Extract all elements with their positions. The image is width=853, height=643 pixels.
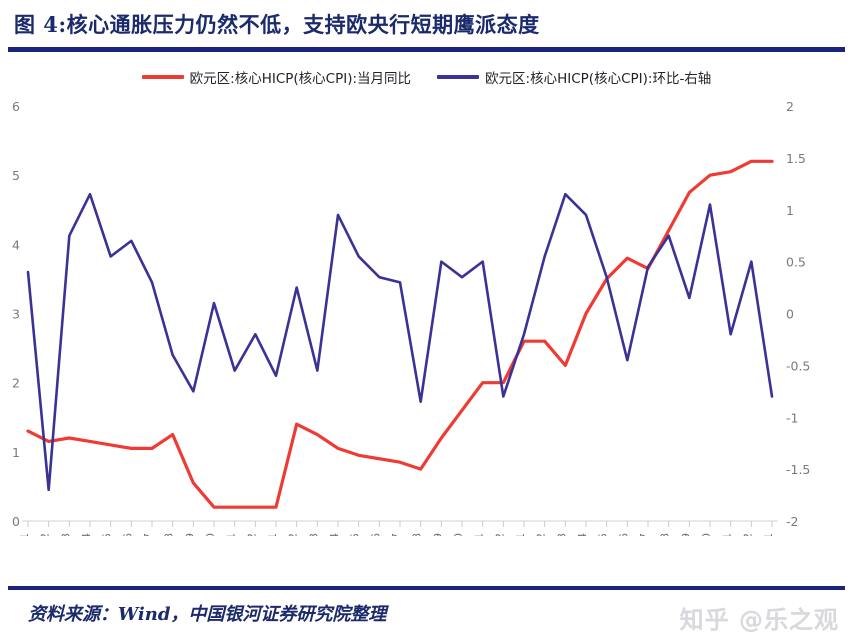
right-axis-tick-2: 2	[786, 99, 794, 114]
right-axis-tick--0.5: -0.5	[786, 358, 810, 373]
x-axis-tick-2020-08: 2020-08	[163, 533, 176, 536]
x-axis-tick-2022-06: 2022-06	[617, 533, 630, 536]
x-axis-tick-2020-03: 2020-03	[59, 533, 72, 536]
series-line-mom	[26, 192, 774, 492]
x-axis-tick-2020-06: 2020-06	[121, 533, 134, 536]
x-axis-tick-2022-08: 2022-08	[659, 533, 672, 536]
right-axis-tick-0.5: 0.5	[786, 255, 806, 270]
watermark: 知乎 @乐之观	[679, 606, 839, 634]
left-axis-tick-1: 1	[12, 445, 20, 460]
x-axis-tick-2020-12: 2020-12	[245, 533, 258, 536]
x-axis-tick-2022-04: 2022-04	[576, 533, 589, 536]
legend-item-mom[interactable]: 欧元区:核心HICP(核心CPI):环比-右轴	[437, 67, 711, 87]
x-axis-tick-2021-04: 2021-04	[328, 533, 341, 536]
chart-legend: 欧元区:核心HICP(核心CPI):当月同比 欧元区:核心HICP(核心CPI)…	[0, 62, 853, 92]
x-axis-tick-2022-02: 2022-02	[535, 533, 548, 536]
x-axis-tick-2021-09: 2021-09	[431, 533, 444, 536]
divider-top	[8, 47, 845, 52]
x-axis-tick-2022-11: 2022-11	[721, 533, 734, 536]
x-axis-labels: 2020-01 2020-02 2020-03 2020-04 2020-05 2020-…	[18, 533, 775, 536]
x-axis-tick-2021-01: 2021-01	[266, 533, 279, 536]
left-axis-tick-2: 2	[12, 376, 20, 391]
left-axis-tick-3: 3	[12, 307, 20, 322]
x-axis-tick-2021-05: 2021-05	[349, 533, 362, 536]
x-axis-tickmarks	[22, 520, 778, 527]
x-axis-tick-2020-09: 2020-09	[183, 533, 196, 536]
x-axis-tick-2021-07: 2021-07	[390, 533, 403, 536]
x-axis-tick-2022-01: 2022-01	[514, 533, 527, 536]
x-axis-tick-2020-07: 2020-07	[142, 533, 155, 536]
x-axis-tick-2020-11: 2020-11	[225, 533, 238, 536]
legend-label-yoy: 欧元区:核心HICP(核心CPI):当月同比	[189, 71, 412, 87]
right-axis-tick--1.5: -1.5	[786, 462, 810, 477]
x-axis-tick-2022-03: 2022-03	[555, 533, 568, 536]
left-axis-ticks: 6 5 4 3 2 1 0	[12, 99, 20, 529]
title-bar: 图 4:核心通胀压力仍然不低，支持欧央行短期鹰派态度	[0, 0, 853, 48]
x-axis-tick-2023-01: 2023-01	[762, 533, 775, 536]
x-axis-tick-2021-12: 2021-12	[493, 533, 506, 536]
x-axis-tick-2021-11: 2021-11	[473, 533, 486, 536]
x-axis-tick-2022-07: 2022-07	[638, 533, 651, 536]
page-title: 图 4:核心通胀压力仍然不低，支持欧央行短期鹰派态度	[14, 12, 540, 37]
x-axis-tick-2021-03: 2021-03	[307, 533, 320, 536]
x-axis-tick-2020-02: 2020-02	[39, 533, 52, 536]
right-axis-tick-0: 0	[786, 307, 794, 322]
series-line-yoy	[26, 159, 774, 509]
x-axis-tick-2022-12: 2022-12	[741, 533, 754, 536]
left-axis-tick-6: 6	[12, 99, 20, 114]
x-axis-tick-2020-01: 2020-01	[18, 533, 31, 536]
x-axis-tick-2020-05: 2020-05	[101, 533, 114, 536]
left-axis-tick-4: 4	[12, 237, 20, 252]
source-note: 资料来源：Wind，中国银河证券研究院整理	[28, 604, 387, 625]
legend-swatch-red	[141, 75, 184, 79]
right-axis-tick-1: 1	[786, 203, 794, 218]
left-axis-tick-5: 5	[12, 168, 20, 183]
legend-label-mom: 欧元区:核心HICP(核心CPI):环比-右轴	[485, 71, 712, 87]
right-axis-tick--2: -2	[786, 514, 798, 529]
x-axis-tick-2021-10: 2021-10	[452, 533, 465, 536]
x-axis-tick-2020-10: 2020-10	[204, 533, 217, 536]
legend-swatch-blue	[437, 75, 480, 79]
x-axis-tick-2021-06: 2021-06	[369, 533, 382, 536]
divider-bottom	[8, 586, 845, 590]
right-axis-ticks: 2 1.5 1 0.5 0 -0.5 -1 -1.5 -2	[786, 99, 810, 529]
x-axis-tick-2021-02: 2021-02	[287, 533, 300, 536]
x-axis-tick-2022-05: 2022-05	[597, 533, 610, 536]
x-axis-tick-2020-04: 2020-04	[80, 533, 93, 536]
right-axis-tick--1: -1	[786, 410, 798, 425]
legend-item-yoy[interactable]: 欧元区:核心HICP(核心CPI):当月同比	[141, 67, 412, 87]
left-axis-tick-0: 0	[12, 514, 20, 529]
x-axis-tick-2022-09: 2022-09	[679, 533, 692, 536]
x-axis-tick-2021-08: 2021-08	[411, 533, 424, 536]
right-axis-tick-1.5: 1.5	[786, 151, 806, 166]
x-axis-tick-2022-10: 2022-10	[700, 533, 713, 536]
